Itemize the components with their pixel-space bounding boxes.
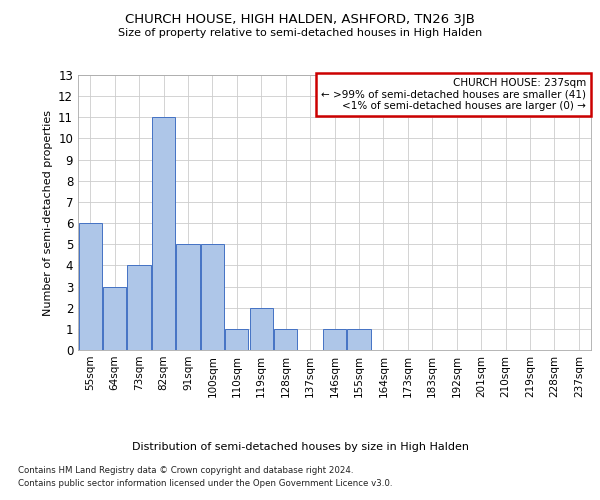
Bar bbox=[225, 329, 248, 350]
Bar bbox=[201, 244, 224, 350]
Text: Contains HM Land Registry data © Crown copyright and database right 2024.: Contains HM Land Registry data © Crown c… bbox=[18, 466, 353, 475]
Bar bbox=[152, 118, 175, 350]
Bar bbox=[79, 223, 102, 350]
Bar bbox=[274, 329, 297, 350]
Bar bbox=[323, 329, 346, 350]
Y-axis label: Number of semi-detached properties: Number of semi-detached properties bbox=[43, 110, 53, 316]
Bar bbox=[176, 244, 200, 350]
Text: CHURCH HOUSE: 237sqm
← >99% of semi-detached houses are smaller (41)
<1% of semi: CHURCH HOUSE: 237sqm ← >99% of semi-deta… bbox=[321, 78, 586, 111]
Text: Contains public sector information licensed under the Open Government Licence v3: Contains public sector information licen… bbox=[18, 479, 392, 488]
Text: CHURCH HOUSE, HIGH HALDEN, ASHFORD, TN26 3JB: CHURCH HOUSE, HIGH HALDEN, ASHFORD, TN26… bbox=[125, 12, 475, 26]
Bar bbox=[347, 329, 371, 350]
Bar bbox=[103, 286, 126, 350]
Text: Distribution of semi-detached houses by size in High Halden: Distribution of semi-detached houses by … bbox=[131, 442, 469, 452]
Bar bbox=[127, 266, 151, 350]
Text: Size of property relative to semi-detached houses in High Halden: Size of property relative to semi-detach… bbox=[118, 28, 482, 38]
Bar bbox=[250, 308, 273, 350]
